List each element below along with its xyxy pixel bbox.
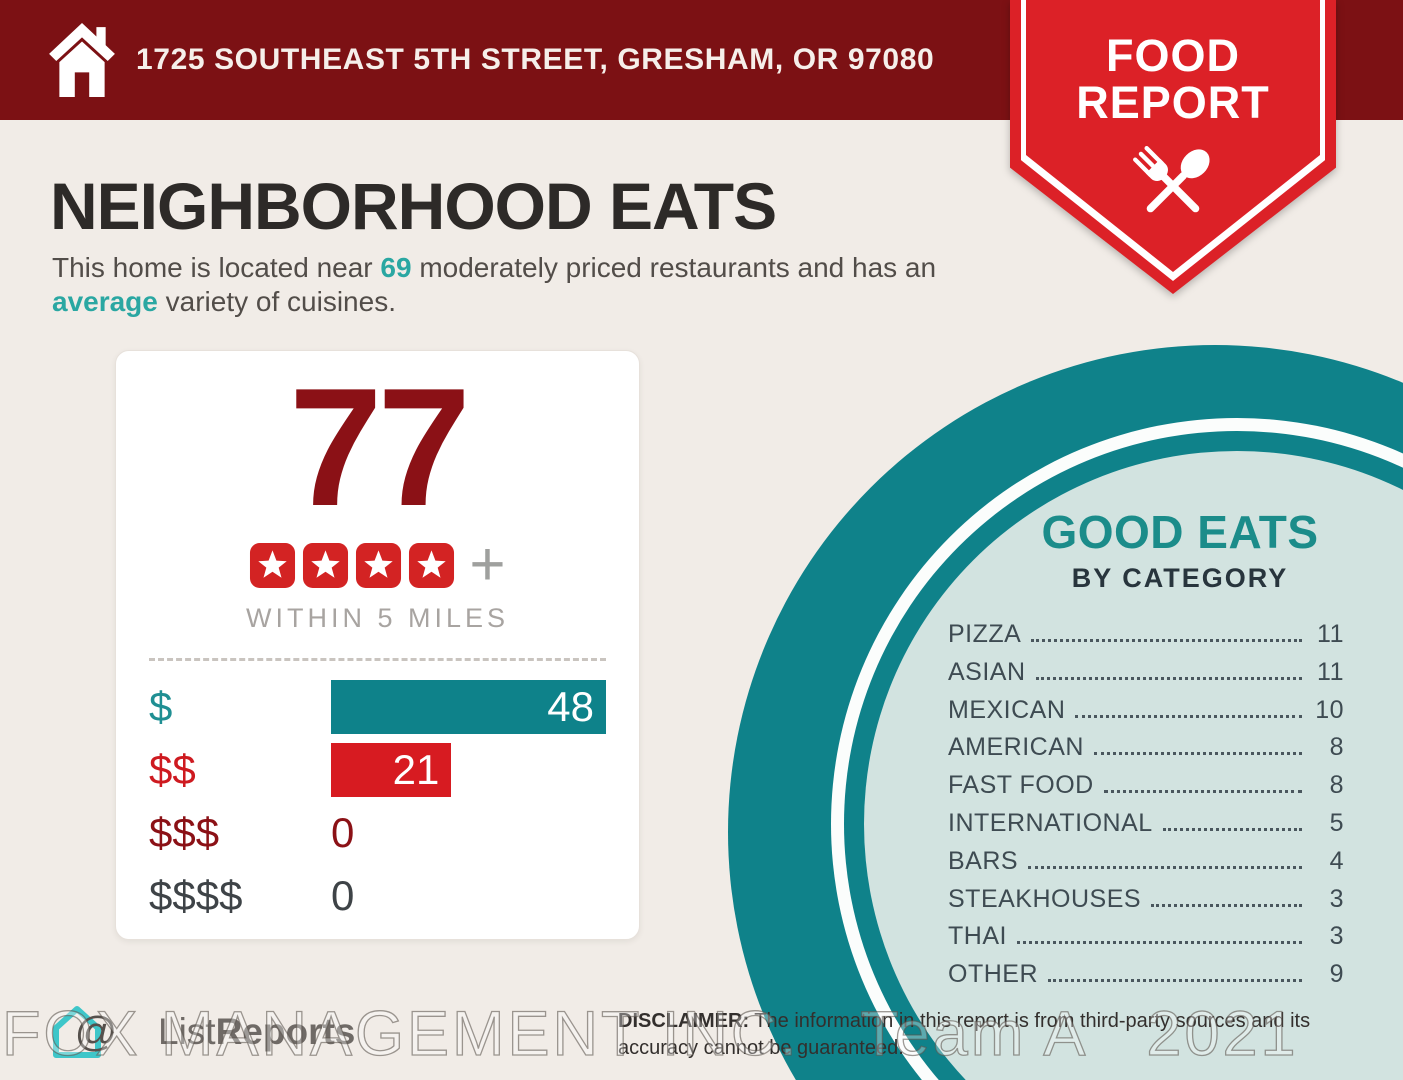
category-label: AMERICAN [948,733,1084,762]
category-value: 3 [1329,922,1344,951]
category-label: PIZZA [948,620,1022,648]
score-card: 77 + WITHIN 5 MILES $ 48 $$ 21 $$$ 0 $$$… [115,350,640,940]
dotted-leader [1048,979,1302,983]
dotted-leader [1103,790,1302,794]
category-label: OTHER [948,960,1038,989]
subtitle-text-3: variety of cuisines. [157,285,396,317]
category-value: 8 [1329,733,1344,762]
logo-house-icon: @ [53,1006,118,1058]
restaurant-count: 69 [380,252,412,283]
logo-text-bold: Reports [215,1011,356,1052]
category-list: PIZZA 11 ASIAN 11 MEXICAN 10 AMERICAN 8 FAST… [948,620,1344,998]
category-value: 4 [1329,846,1344,875]
category-row: MEXICAN 10 [948,696,1344,734]
price-bar: 21 [331,742,452,797]
badge-title-line2: REPORT [1076,77,1270,129]
price-bar-track: 0 [331,806,606,860]
dotted-leader [1035,676,1302,680]
property-address: 1725 SOUTHEAST 5TH STREET, GRESHAM, OR 9… [136,43,935,76]
category-label: BARS [948,846,1019,875]
radius-caption: WITHIN 5 MILES [245,603,510,633]
price-bar-track: 21 [331,742,606,797]
disclaimer-text: The information in this report is from t… [618,1010,1311,1059]
variety-highlight: average [52,285,158,317]
badge-title: FOOD REPORT [1010,32,1336,127]
price-zero-value: 0 [331,808,355,856]
category-value: 5 [1329,808,1344,837]
category-row: STEAKHOUSES 3 [948,885,1344,923]
price-label: $$$$ [149,871,243,919]
dotted-leader [1031,639,1302,642]
star-icon [250,542,296,588]
price-label: $$$ [149,808,220,856]
price-row-4: $$$$ 0 [149,864,606,927]
price-label: $ [149,682,173,730]
dotted-leader [1151,903,1302,907]
subtitle-text-1: This home is located near [52,252,381,283]
logo-text: ListReports [158,1011,355,1053]
dotted-leader [1162,827,1302,831]
category-row: INTERNATIONAL 5 [948,809,1344,847]
category-value: 10 [1315,695,1344,724]
category-label: FAST FOOD [948,771,1094,800]
dashed-divider [149,658,606,661]
price-row-3: $$$ 0 [149,801,606,864]
good-eats-panel: GOOD EATS BY CATEGORY PIZZA 11 ASIAN 11 ME… [948,505,1344,998]
category-value: 8 [1329,771,1344,800]
category-row: AMERICAN 8 [948,733,1344,771]
good-eats-title: GOOD EATS [1041,506,1319,558]
disclaimer: DISCLAIMER: The information in this repo… [618,1008,1358,1062]
category-value: 9 [1329,960,1344,989]
home-icon [46,20,118,103]
dotted-leader [1028,865,1302,869]
category-row: BARS 4 [948,847,1344,885]
dotted-leader [1093,752,1302,756]
category-value: 11 [1317,620,1344,648]
page-title: NEIGHBORHOOD EATS [50,169,777,243]
category-row: ASIAN 11 [948,658,1344,696]
price-row-1: $ 48 [149,675,606,738]
score-value: 77 [289,353,471,541]
subtitle-text-2: moderately priced restaurants and has an [411,252,937,283]
price-zero-value: 0 [331,871,355,919]
page-subtitle: This home is located near 69 moderately … [52,251,982,318]
price-row-2: $$ 21 [149,738,606,801]
category-row: THAI 3 [948,922,1344,960]
good-eats-subtitle: BY CATEGORY [1071,563,1289,593]
price-bar-chart: $ 48 $$ 21 $$$ 0 $$$$ 0 [149,675,606,927]
dotted-leader [1075,714,1302,718]
star-icon [303,542,349,588]
dotted-leader [1016,941,1302,945]
food-report-badge: FOOD REPORT [1010,0,1336,294]
star-icons [249,542,455,589]
svg-text:@: @ [75,1008,118,1055]
price-bar-track: 0 [331,869,606,923]
price-bar: 48 [331,679,606,734]
category-row: PIZZA 11 [948,620,1344,658]
spoon-fork-icon [1119,132,1227,245]
category-value: 11 [1317,657,1344,686]
badge-title-line1: FOOD [1106,30,1240,81]
plus-icon: + [469,530,506,599]
price-label: $$ [149,745,196,793]
category-label: THAI [948,922,1007,951]
category-label: STEAKHOUSES [948,884,1142,913]
category-row: OTHER 9 [948,960,1344,998]
star-rating: + [116,530,639,599]
logo-text-light: List [158,1011,216,1052]
listreports-logo: @ ListReports [44,1002,355,1062]
category-value: 3 [1329,884,1344,913]
category-row: FAST FOOD 8 [948,771,1344,809]
category-label: MEXICAN [948,695,1066,724]
star-icon [356,542,402,588]
price-bar-track: 48 [331,679,606,734]
category-label: ASIAN [948,657,1026,686]
star-icon [409,542,455,588]
disclaimer-label: DISCLAIMER: [618,1010,750,1032]
category-label: INTERNATIONAL [948,808,1153,837]
